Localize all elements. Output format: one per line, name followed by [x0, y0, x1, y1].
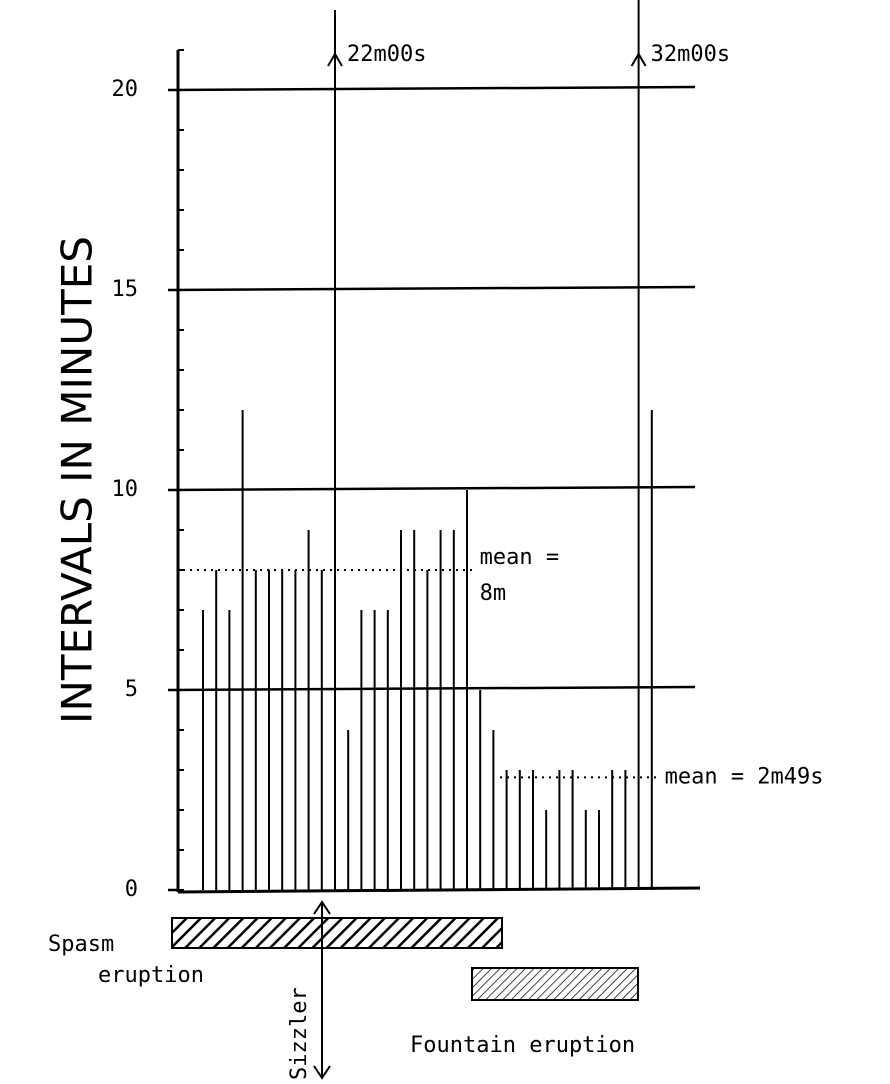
y-tick-label: 15: [112, 277, 139, 302]
grid-line: [167, 685, 696, 692]
mean-label: mean = 2m49s: [665, 764, 824, 789]
y-tick-label: 5: [125, 677, 138, 702]
y-axis-title: INTERVALS IN MINUTES: [53, 236, 102, 724]
fountain-label: Fountain eruption: [410, 1033, 635, 1058]
grid-line: [167, 485, 696, 492]
sizzler-arrowheads: [313, 900, 331, 1080]
arrowhead: [630, 52, 647, 67]
plot: [202, 0, 653, 890]
grid-line: [167, 285, 696, 292]
spasm-bar: [171, 917, 503, 949]
y-tick-label: 0: [125, 877, 138, 902]
value-label: 22m00s: [347, 42, 426, 67]
mean-label: 8m: [480, 581, 507, 606]
y-tick-label: 20: [112, 77, 139, 102]
grid-line: [167, 85, 696, 92]
value-label: 32m00s: [651, 42, 730, 67]
sizzler-label: Sizzler: [287, 987, 312, 1080]
mean-label: mean =: [480, 545, 559, 570]
y-tick-label: 10: [112, 477, 139, 502]
fountain-bar: [471, 967, 639, 1001]
spasm-label: Spasm: [48, 932, 114, 957]
spasm-label: eruption: [98, 963, 204, 988]
arrowhead: [327, 52, 343, 67]
